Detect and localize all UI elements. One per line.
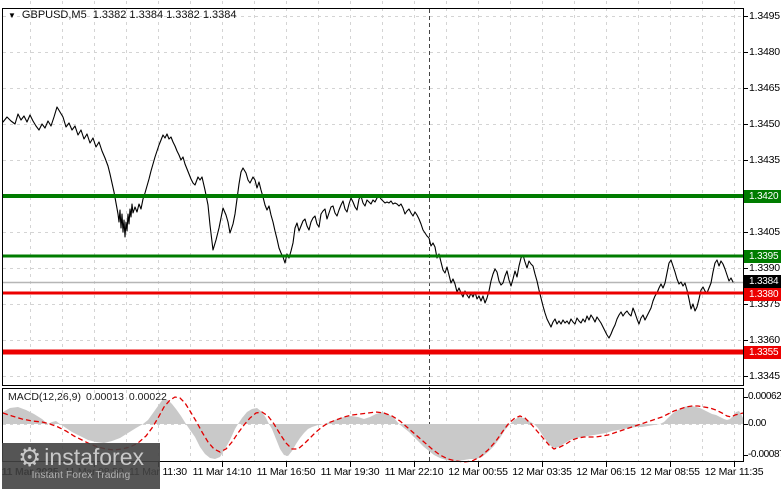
macd-indicator-label: MACD(12,26,9) 0.00013 0.00022 [8,391,167,403]
macd-signal-value: 0.00022 [128,391,167,403]
macd-name: MACD(12,26,9) [8,391,81,403]
watermark-brand-text: instaforex [44,444,145,470]
macd-histogram [3,399,743,461]
price-line [2,106,734,339]
ohlc-values: 1.3382 1.3384 1.3382 1.3384 [92,9,237,21]
macd-signal-line [2,396,744,463]
instaforex-watermark: ⚙ instaforex Instant Forex Trading [2,442,160,489]
watermark-tagline: Instant Forex Trading [31,470,131,481]
ohlc-header: ▼ GBPUSD,M5 1.3382 1.3384 1.3382 1.3384 [8,9,236,21]
macd-value: 0.00013 [85,391,124,403]
instaforex-logo-icon: ⚙ [17,442,42,472]
symbol-dropdown-icon[interactable]: ▼ [8,10,16,20]
symbol-period-label: GBPUSD,M5 [21,9,87,21]
